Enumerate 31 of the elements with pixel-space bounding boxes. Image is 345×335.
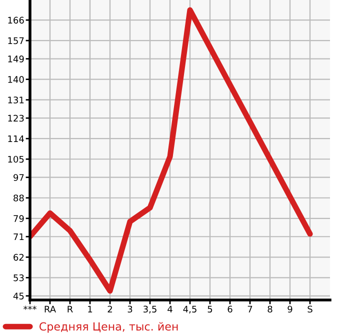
y-tick-label: 79 <box>14 215 24 222</box>
y-tick-label: 105 <box>8 156 24 163</box>
x-tick-label: *** <box>24 306 36 310</box>
x-tick-label: 2 <box>108 306 112 312</box>
y-tick-label: 45 <box>13 292 24 300</box>
y-tick-label: 123 <box>8 114 24 122</box>
x-tick-label: 3,5 <box>144 306 156 314</box>
x-tick-label: 7 <box>248 306 252 312</box>
y-tick-label: 62 <box>14 254 24 261</box>
x-tick-label: S <box>308 306 312 313</box>
y-tick-label: 97 <box>14 174 24 181</box>
y-tick-label: 149 <box>8 56 24 62</box>
x-tick-label: 1 <box>88 306 92 312</box>
x-tick-label: 5 <box>208 306 212 313</box>
y-tick-label: 71 <box>14 233 24 240</box>
x-tick-label: 3 <box>128 306 132 313</box>
legend-label: Средняя Цена, тыс. йен <box>40 322 178 333</box>
y-tick-label: 166 <box>8 16 24 24</box>
x-tick-label: 9 <box>288 306 292 313</box>
x-tick-label: 8 <box>268 306 272 313</box>
y-tick-label: 53 <box>14 274 24 282</box>
x-tick-label: 4,5 <box>183 306 196 314</box>
y-tick-label: 88 <box>14 194 24 202</box>
y-tick-label: 140 <box>8 76 24 83</box>
y-tick-label: 157 <box>8 37 24 44</box>
x-tick-label: 6 <box>228 306 232 313</box>
y-tick-label: 131 <box>8 96 24 104</box>
y-tick-label: 114 <box>8 135 24 142</box>
x-tick-label: 4 <box>168 306 172 312</box>
x-tick-label: RA <box>44 306 56 312</box>
x-tick-label: R <box>68 306 73 312</box>
